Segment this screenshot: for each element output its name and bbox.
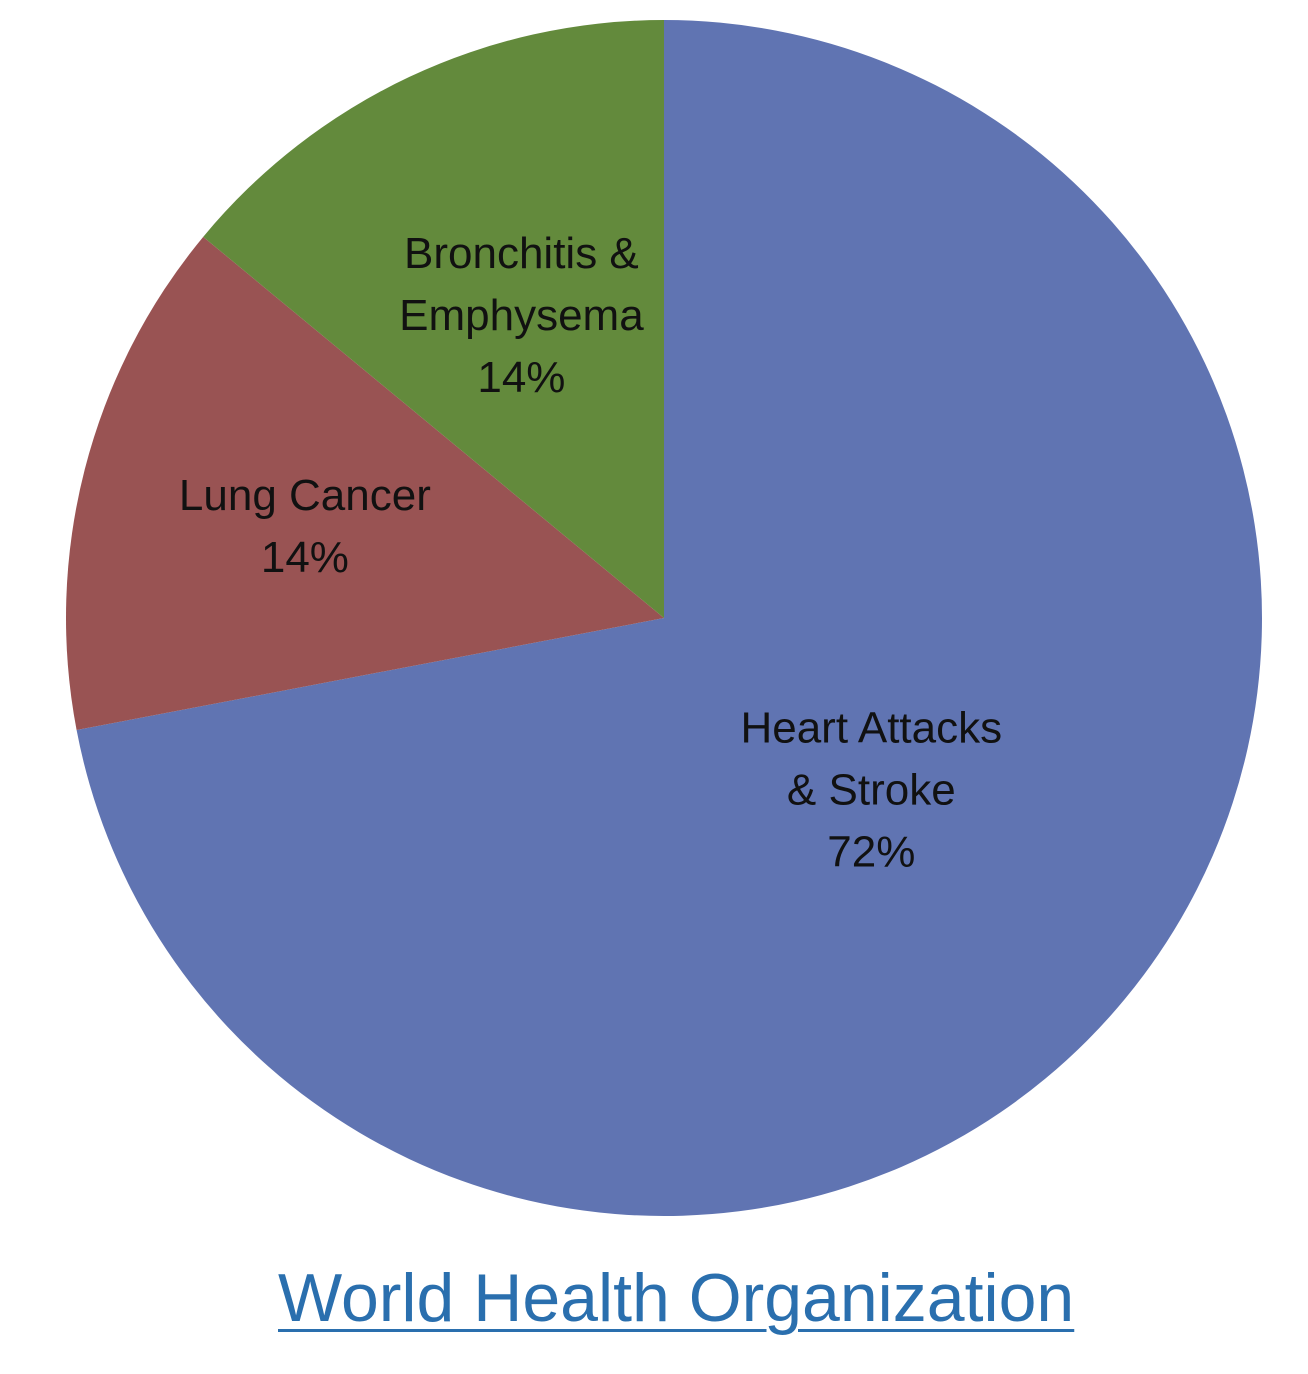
data-label-line: Lung Cancer [179,471,431,520]
pie-slices [65,20,1262,1216]
data-label-value: 14% [477,353,565,402]
data-label-line: Emphysema [399,291,644,340]
data-label-line: & Stroke [787,766,956,815]
pie-slice-lung-cancer [65,236,665,731]
pie-chart: Heart Attacks & Stroke 72%Lung Cancer 14%Br… [65,20,1262,1216]
pie-labels: Heart Attacks & Stroke 72%Lung Cancer 14%Br… [179,229,1002,877]
source-link[interactable]: World Health Organization [278,1260,1075,1336]
data-label-value: 72% [827,828,915,877]
data-label-heart-attacks-stroke: Heart Attacks & Stroke 72% [740,704,1002,877]
data-label-line: Heart Attacks [740,704,1002,753]
data-label-line: Bronchitis & [404,229,639,278]
data-label-bronchitis-emphysema: Bronchitis & Emphysema 14% [399,229,644,402]
data-label-lung-cancer: Lung Cancer 14% [179,471,431,582]
pie-slice-heart-attacks-stroke [76,20,1262,1216]
data-label-value: 14% [261,533,349,582]
pie-slice-bronchitis-emphysema [203,20,665,618]
